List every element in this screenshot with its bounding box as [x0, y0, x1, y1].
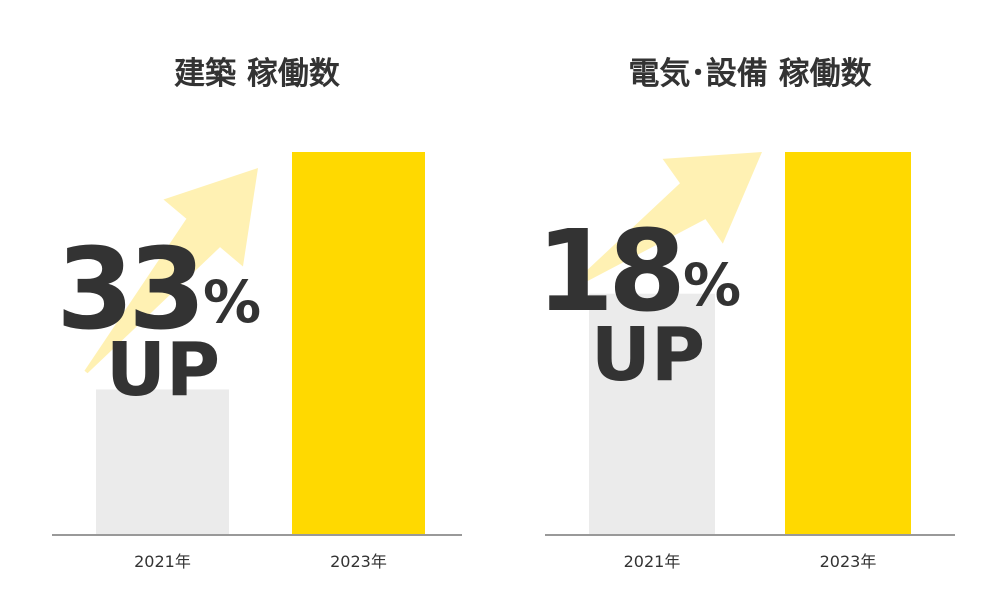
x-tick-label: 2021年: [624, 552, 681, 571]
x-tick-label: 2021年: [134, 552, 191, 571]
bar: [785, 152, 911, 535]
growth-unit: %: [683, 251, 741, 319]
chart-title: 電気･設備 稼働数: [628, 56, 871, 92]
growth-arrow: [570, 152, 762, 289]
x-tick-label: 2023年: [330, 552, 387, 571]
growth-number: 33: [56, 225, 200, 355]
growth-arrow: [84, 168, 259, 374]
growth-unit: %: [203, 268, 261, 336]
bar: [292, 152, 425, 535]
x-tick-label: 2023年: [820, 552, 877, 571]
growth-label: UP: [591, 312, 705, 398]
growth-label: UP: [106, 327, 220, 413]
chart-title: 建築 稼働数: [174, 56, 340, 92]
bar: [589, 293, 715, 535]
growth-number: 18: [536, 207, 680, 337]
bar: [96, 389, 229, 535]
